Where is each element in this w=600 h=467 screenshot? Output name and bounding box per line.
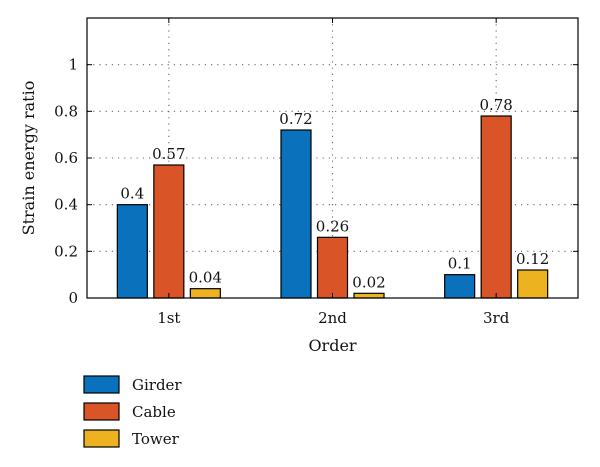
legend-label: Girder: [132, 376, 182, 394]
bar: [480, 115, 512, 299]
data-label: 0.12: [516, 250, 549, 268]
data-label: 0.4: [120, 185, 144, 203]
y-tick-label: 0: [68, 289, 78, 307]
y-tick-label: 0.2: [54, 242, 78, 260]
x-tick-label: 3rd: [483, 309, 510, 327]
data-label: 0.02: [352, 273, 385, 291]
axis-ticks: 0 0.2 0.4 0.6 0.8 1 1st 2nd 3rd: [54, 18, 578, 327]
bar: [153, 164, 185, 299]
data-label: 0.1: [448, 255, 472, 273]
y-axis-title: Strain energy ratio: [19, 81, 38, 236]
bar: [353, 292, 385, 299]
y-tick-label: 0.6: [54, 149, 78, 167]
x-tick-label: 2nd: [318, 309, 347, 327]
y-tick-label: 1: [68, 56, 78, 74]
data-label: 0.04: [189, 269, 222, 287]
legend-swatch: [83, 375, 120, 394]
bar: [517, 269, 549, 299]
y-tick-label: 0.8: [54, 102, 78, 120]
bars: [116, 115, 549, 299]
x-tick-label: 1st: [157, 309, 180, 327]
data-label: 0.78: [479, 96, 512, 114]
bar: [280, 129, 312, 299]
legend: Girder Cable Tower: [83, 375, 182, 448]
data-label: 0.26: [316, 217, 349, 235]
data-label: 0.57: [152, 145, 185, 163]
x-axis-title: Order: [308, 336, 356, 355]
bar: [116, 204, 148, 299]
data-labels: 0.4 0.57 0.04 0.72 0.26 0.02 0.1 0.78 0.12: [120, 96, 549, 291]
legend-label: Tower: [132, 430, 180, 448]
legend-swatch: [83, 402, 120, 421]
y-tick-label: 0.4: [54, 196, 78, 214]
bar: [316, 236, 349, 299]
data-label: 0.72: [279, 110, 312, 128]
bar: [444, 274, 476, 299]
legend-label: Cable: [132, 403, 176, 421]
legend-swatch: [83, 429, 120, 448]
bar: [189, 288, 221, 299]
